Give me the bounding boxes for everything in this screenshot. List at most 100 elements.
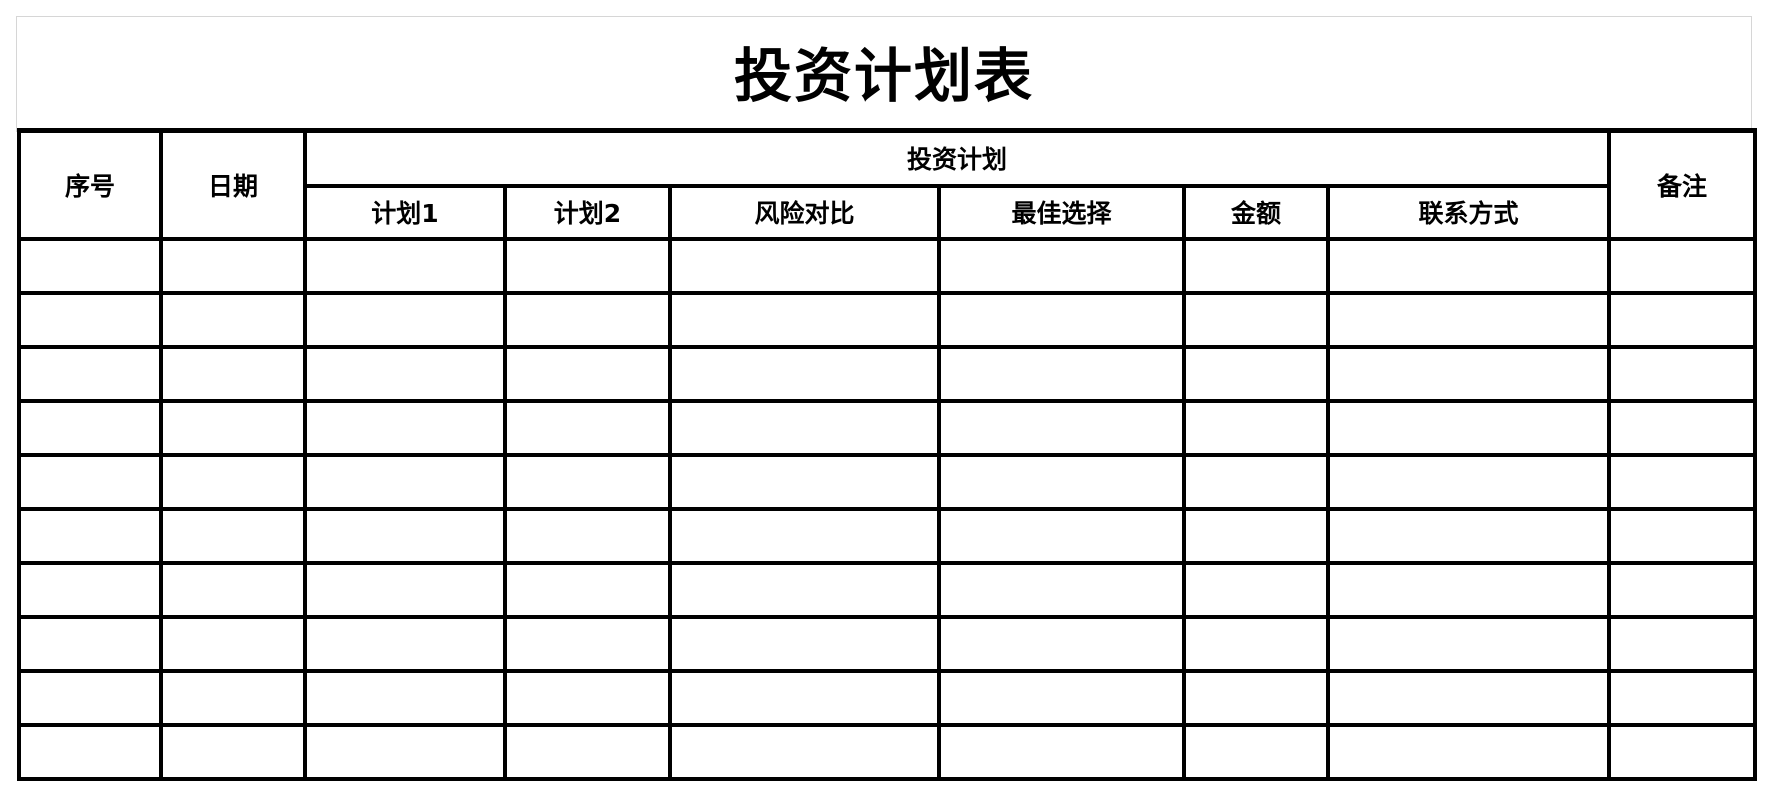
- table-cell[interactable]: [503, 614, 672, 673]
- table-cell[interactable]: [1182, 398, 1330, 457]
- table-row: [17, 452, 1758, 511]
- table-cell[interactable]: [503, 398, 672, 457]
- table-cell[interactable]: [937, 722, 1186, 781]
- table-cell[interactable]: [937, 236, 1186, 295]
- table-cell[interactable]: [159, 452, 307, 511]
- table-cell[interactable]: [668, 560, 941, 619]
- table-cell[interactable]: [1182, 506, 1330, 565]
- table-cell[interactable]: [303, 614, 507, 673]
- table-cell[interactable]: [17, 290, 163, 349]
- table-cell[interactable]: [1325, 722, 1612, 781]
- table-cell[interactable]: [1182, 560, 1330, 619]
- table-cell[interactable]: [1182, 668, 1330, 727]
- investment-plan-table: 序号 日期 投资计划 备注 计划1 计划2 风险对比 最佳选择 金额 联系方式: [17, 128, 1758, 781]
- table-cell[interactable]: [303, 290, 507, 349]
- table-cell[interactable]: [303, 560, 507, 619]
- table-cell[interactable]: [503, 452, 672, 511]
- table-cell[interactable]: [937, 668, 1186, 727]
- table-row: [17, 290, 1758, 349]
- table-cell[interactable]: [937, 614, 1186, 673]
- table-cell[interactable]: [937, 290, 1186, 349]
- table-cell[interactable]: [1325, 290, 1612, 349]
- table-cell[interactable]: [17, 236, 163, 295]
- table-cell[interactable]: [1182, 344, 1330, 403]
- table-cell[interactable]: [1607, 506, 1758, 565]
- table-cell[interactable]: [1325, 560, 1612, 619]
- table-cell[interactable]: [668, 506, 941, 565]
- table-cell[interactable]: [503, 668, 672, 727]
- table-cell[interactable]: [303, 506, 507, 565]
- table-cell[interactable]: [159, 506, 307, 565]
- header-best-choice: 最佳选择: [937, 183, 1186, 241]
- table-cell[interactable]: [1182, 290, 1330, 349]
- table-cell[interactable]: [668, 398, 941, 457]
- table-row: [17, 614, 1758, 673]
- table-cell[interactable]: [303, 452, 507, 511]
- table-cell[interactable]: [1325, 668, 1612, 727]
- table-cell[interactable]: [17, 722, 163, 781]
- table-cell[interactable]: [17, 614, 163, 673]
- table-cell[interactable]: [303, 398, 507, 457]
- table-cell[interactable]: [303, 722, 507, 781]
- table-cell[interactable]: [503, 290, 672, 349]
- table-cell[interactable]: [1325, 614, 1612, 673]
- table-cell[interactable]: [668, 722, 941, 781]
- table-cell[interactable]: [159, 290, 307, 349]
- table-cell[interactable]: [159, 344, 307, 403]
- page-title: 投资计划表: [733, 42, 1034, 110]
- table-cell[interactable]: [937, 560, 1186, 619]
- table-cell[interactable]: [937, 452, 1186, 511]
- table-cell[interactable]: [668, 290, 941, 349]
- table-cell[interactable]: [1607, 236, 1758, 295]
- table-cell[interactable]: [1182, 452, 1330, 511]
- table-cell[interactable]: [159, 236, 307, 295]
- table-cell[interactable]: [159, 560, 307, 619]
- table-cell[interactable]: [17, 560, 163, 619]
- table-cell[interactable]: [159, 668, 307, 727]
- table-cell[interactable]: [1325, 236, 1612, 295]
- table-cell[interactable]: [668, 452, 941, 511]
- table-cell[interactable]: [1607, 668, 1758, 727]
- table-cell[interactable]: [303, 236, 507, 295]
- table-cell[interactable]: [1325, 398, 1612, 457]
- table-cell[interactable]: [937, 344, 1186, 403]
- table-cell[interactable]: [937, 398, 1186, 457]
- table-cell[interactable]: [1607, 290, 1758, 349]
- table-cell[interactable]: [159, 614, 307, 673]
- table-cell[interactable]: [17, 452, 163, 511]
- table-cell[interactable]: [1607, 722, 1758, 781]
- table-cell[interactable]: [1607, 398, 1758, 457]
- table-cell[interactable]: [17, 668, 163, 727]
- table-cell[interactable]: [668, 344, 941, 403]
- table-cell[interactable]: [937, 506, 1186, 565]
- table-cell[interactable]: [503, 506, 672, 565]
- table-cell[interactable]: [159, 398, 307, 457]
- table-row: [17, 344, 1758, 403]
- table-cell[interactable]: [303, 668, 507, 727]
- table-cell[interactable]: [668, 668, 941, 727]
- header-amount: 金额: [1182, 183, 1330, 241]
- table-cell[interactable]: [1325, 344, 1612, 403]
- table-cell[interactable]: [668, 236, 941, 295]
- header-plan2: 计划2: [503, 183, 672, 241]
- table-cell[interactable]: [1182, 722, 1330, 781]
- table-cell[interactable]: [17, 344, 163, 403]
- table-cell[interactable]: [1607, 452, 1758, 511]
- table-cell[interactable]: [1325, 452, 1612, 511]
- table-cell[interactable]: [1607, 614, 1758, 673]
- table-cell[interactable]: [1325, 506, 1612, 565]
- table-cell[interactable]: [503, 560, 672, 619]
- table-cell[interactable]: [17, 398, 163, 457]
- table-cell[interactable]: [159, 722, 307, 781]
- table-cell[interactable]: [503, 344, 672, 403]
- header-date: 日期: [159, 128, 307, 241]
- table-cell[interactable]: [1182, 614, 1330, 673]
- table-cell[interactable]: [1607, 560, 1758, 619]
- table-cell[interactable]: [17, 506, 163, 565]
- table-cell[interactable]: [1182, 236, 1330, 295]
- table-cell[interactable]: [503, 236, 672, 295]
- table-cell[interactable]: [503, 722, 672, 781]
- table-cell[interactable]: [1607, 344, 1758, 403]
- table-cell[interactable]: [303, 344, 507, 403]
- table-cell[interactable]: [668, 614, 941, 673]
